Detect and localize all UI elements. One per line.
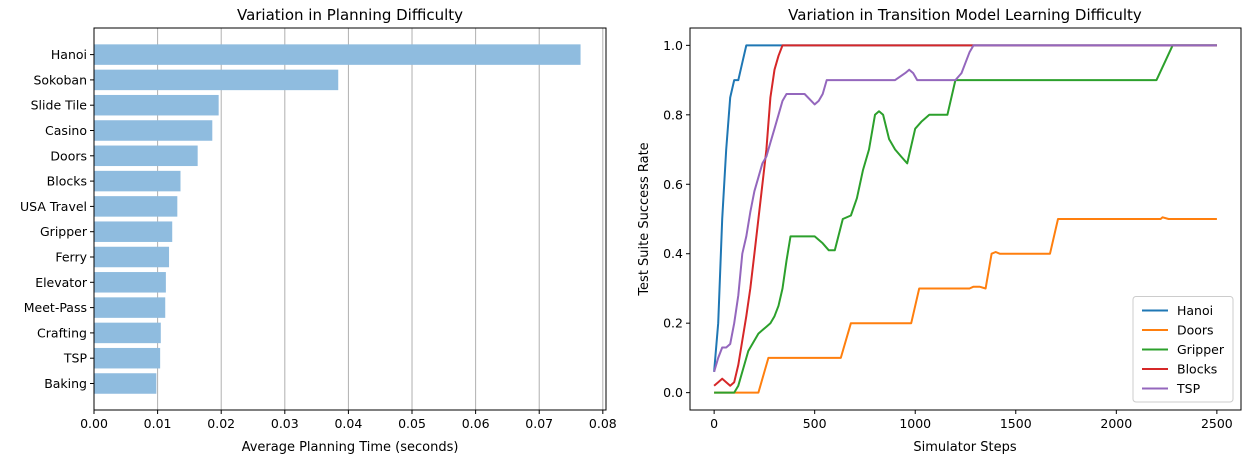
category-label-elevator: Elevator [35, 275, 88, 290]
right-y-tick-label: 0.2 [663, 316, 683, 331]
bar-hanoi [94, 44, 581, 65]
category-label-baking: Baking [44, 376, 87, 391]
left-category-labels: Hanoi Sokoban Slide Tile Casino Doors Blocks U… [20, 47, 94, 391]
right-x-tick-label: 2000 [1100, 416, 1132, 431]
bar-casino [94, 120, 213, 141]
right-x-tick-label: 500 [803, 416, 827, 431]
bar-ferry [94, 246, 170, 268]
bar-slide-tile [94, 94, 219, 116]
category-label-usa-travel: USA Travel [20, 199, 87, 214]
bar-baking [94, 373, 157, 394]
right-y-tick-label: 0.6 [663, 177, 683, 192]
category-label-meet-pass: Meet-Pass [24, 300, 87, 315]
bar-doors [94, 145, 198, 167]
category-label-sokoban: Sokoban [33, 72, 87, 87]
bar-sokoban [94, 69, 339, 91]
right-x-tick-label: 2500 [1201, 416, 1233, 431]
left-x-tick-label: 0.06 [462, 416, 490, 431]
left-x-tick-label: 0.03 [271, 416, 299, 431]
category-label-doors: Doors [50, 148, 87, 163]
right-plot-frame [689, 27, 1242, 411]
category-label-crafting: Crafting [37, 325, 87, 340]
right-y-tick-label: 0.0 [663, 385, 683, 400]
right-x-axis-label: Simulator Steps [913, 440, 1016, 455]
left-x-axis-label: Average Planning Time (seconds) [242, 440, 459, 455]
right-legend: Hanoi Doors Gripper Blocks TSP [1132, 296, 1234, 403]
series-line-gripper [714, 44, 1217, 394]
right-y-tick-label: 1.0 [663, 38, 683, 53]
series-line-hanoi [713, 44, 1217, 372]
right-y-axis-label: Test Suite Success Rate [637, 142, 652, 296]
right-x-tick-label: 1500 [1000, 416, 1032, 431]
bar-crafting [94, 322, 161, 344]
bar-usa-travel [94, 196, 178, 217]
bar-meet-pass [94, 297, 166, 318]
category-label-ferry: Ferry [55, 250, 87, 265]
left-chart-title: Variation in Planning Difficulty [237, 6, 463, 24]
category-label-casino: Casino [45, 123, 87, 138]
left-x-tick-label: 0.00 [80, 416, 108, 431]
left-plot-frame [93, 27, 607, 411]
left-x-tick-label: 0.07 [525, 416, 553, 431]
right-chart-title: Variation in Transition Model Learning D… [788, 6, 1142, 24]
bar-blocks [94, 170, 181, 192]
right-x-ticks: 0 500 1000 1500 2000 2500 [710, 410, 1233, 431]
bar-tsp [94, 347, 161, 369]
series-line-blocks [713, 44, 1217, 387]
left-x-tick-label: 0.01 [144, 416, 172, 431]
category-label-hanoi: Hanoi [51, 47, 87, 62]
series-line-doors [714, 216, 1217, 394]
category-label-slide-tile: Slide Tile [31, 98, 88, 113]
left-x-ticks: 0.00 0.01 0.02 0.03 0.04 0.05 0.06 0.07 0.08 [80, 410, 617, 431]
legend-label-blocks: Blocks [1177, 362, 1217, 377]
left-x-tick-label: 0.02 [207, 416, 235, 431]
category-label-tsp: TSP [63, 351, 88, 366]
bar-elevator [94, 272, 166, 293]
category-label-gripper: Gripper [40, 224, 88, 239]
left-gridlines [157, 28, 604, 410]
series-line-tsp [713, 44, 1217, 373]
right-series-lines [713, 44, 1217, 394]
planning-difficulty-chart: Variation in Planning Difficulty Hanoi So… [20, 6, 617, 455]
learning-difficulty-chart: Variation in Transition Model Learning D… [637, 6, 1242, 455]
left-bars [94, 44, 581, 394]
right-y-ticks: 0.0 0.2 0.4 0.6 0.8 1.0 [663, 38, 690, 400]
right-y-tick-label: 0.4 [663, 246, 683, 261]
bar-gripper [94, 221, 173, 242]
legend-box [1132, 296, 1234, 403]
left-x-tick-label: 0.08 [589, 416, 617, 431]
legend-label-tsp: TSP [1176, 381, 1201, 396]
right-x-tick-label: 1000 [899, 416, 931, 431]
legend-label-hanoi: Hanoi [1177, 303, 1213, 318]
legend-label-doors: Doors [1177, 323, 1214, 338]
left-x-tick-label: 0.05 [398, 416, 426, 431]
right-x-tick-label: 0 [710, 416, 718, 431]
category-label-blocks: Blocks [47, 174, 87, 189]
right-y-tick-label: 0.8 [663, 107, 683, 122]
left-x-tick-label: 0.04 [334, 416, 362, 431]
legend-label-gripper: Gripper [1177, 342, 1225, 357]
